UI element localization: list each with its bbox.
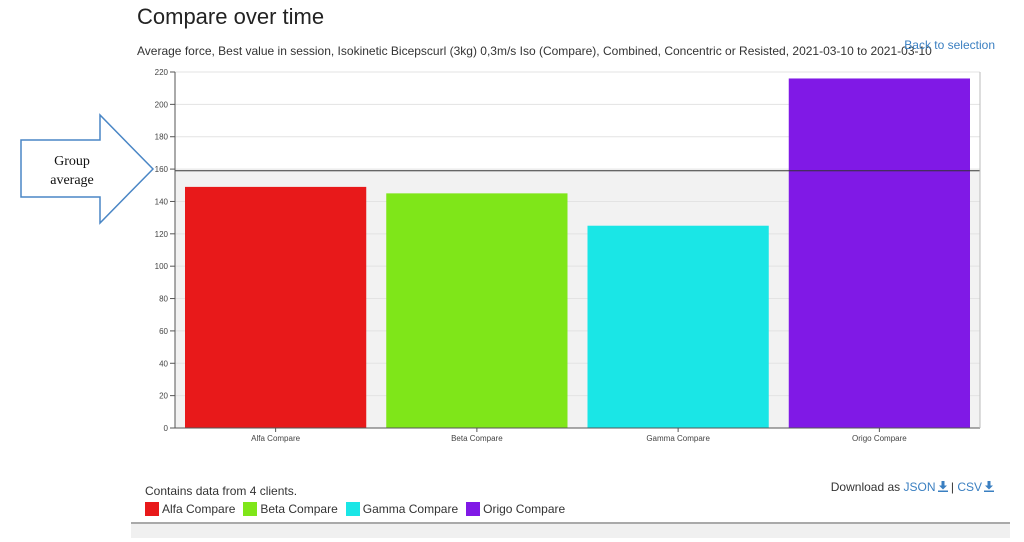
chart-subtitle: Average force, Best value in session, Is…	[137, 44, 932, 58]
legend-label: Beta Compare	[260, 502, 338, 516]
x-tick-label: Origo Compare	[852, 434, 907, 443]
json-label: JSON	[903, 480, 936, 494]
csv-label: CSV	[957, 480, 982, 494]
bar-gamma-compare[interactable]	[587, 225, 769, 428]
x-tick-label: Alfa Compare	[251, 434, 300, 443]
download-icon	[937, 481, 948, 492]
bar-beta-compare[interactable]	[386, 193, 568, 428]
legend-item[interactable]: Beta Compare	[243, 502, 338, 516]
download-links: Download as JSON | CSV	[831, 480, 994, 494]
y-tick-label: 100	[155, 262, 169, 271]
legend-item[interactable]: Gamma Compare	[345, 502, 459, 516]
y-tick-label: 200	[155, 100, 169, 109]
page-title: Compare over time	[137, 4, 325, 29]
bar-origo-compare[interactable]	[788, 78, 970, 429]
y-tick-label: 180	[155, 133, 169, 142]
chart-legend: Alfa Compare Beta Compare Gamma Compare Ori…	[145, 502, 565, 516]
legend-swatch	[243, 502, 258, 516]
x-tick-label: Beta Compare	[451, 434, 503, 443]
y-tick-label: 20	[159, 392, 168, 401]
legend-swatch	[345, 502, 360, 516]
download-json-link[interactable]: JSON	[903, 480, 948, 494]
legend-swatch	[145, 502, 159, 516]
y-tick-label: 140	[155, 197, 169, 206]
bar-chart: 0 20 40 60 80 100 120 140 160 180 200 220 Alfa Compa…	[20, 68, 981, 443]
y-tick-label: 0	[164, 424, 169, 433]
callout-line-1: Group	[54, 154, 90, 169]
download-csv-link[interactable]: CSV	[957, 480, 994, 494]
y-tick-label: 120	[155, 230, 169, 239]
legend-label: Alfa Compare	[162, 502, 236, 516]
y-tick-label: 220	[155, 68, 169, 77]
legend-label: Gamma Compare	[362, 502, 459, 516]
y-tick-label: 160	[155, 165, 169, 174]
callout-line-2: average	[50, 173, 94, 188]
bottom-scroll-bar	[131, 522, 1010, 538]
download-separator: |	[950, 480, 954, 494]
right-arrow-icon	[20, 113, 155, 225]
download-icon	[984, 481, 994, 492]
y-tick-label: 80	[159, 295, 168, 304]
y-tick-label: 60	[159, 327, 168, 336]
group-average-callout: Group average	[20, 113, 155, 225]
legend-item[interactable]: Origo Compare	[466, 502, 565, 516]
y-tick-label: 40	[159, 359, 168, 368]
legend-swatch	[466, 502, 481, 516]
clients-note: Contains data from 4 clients.	[145, 484, 298, 498]
x-tick-label: Gamma Compare	[646, 434, 710, 443]
legend-item[interactable]: Alfa Compare	[145, 502, 235, 516]
back-to-selection-link[interactable]: Back to selection	[904, 38, 995, 52]
download-prefix: Download as	[830, 480, 901, 494]
bar-alfa-compare[interactable]	[185, 186, 367, 428]
legend-label: Origo Compare	[483, 502, 566, 516]
